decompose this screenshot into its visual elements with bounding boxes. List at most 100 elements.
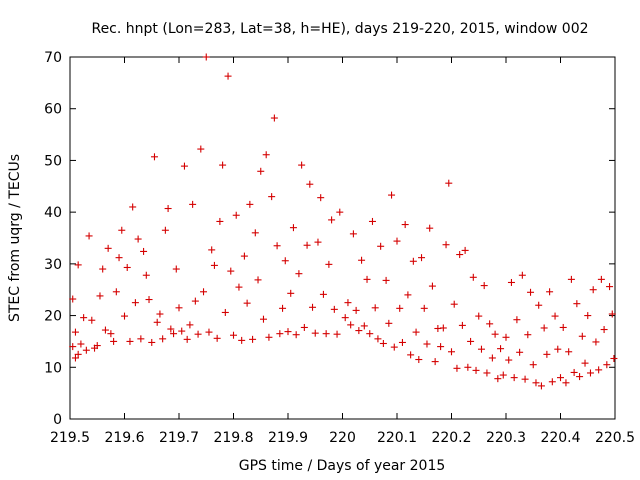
data-point: [600, 326, 608, 334]
data-point: [363, 275, 371, 283]
data-point: [360, 322, 368, 330]
data-point: [298, 161, 306, 169]
data-point: [456, 251, 464, 259]
data-point: [213, 334, 221, 342]
data-point: [589, 286, 597, 294]
data-point: [156, 310, 164, 318]
data-point: [88, 316, 96, 324]
data-point: [145, 296, 153, 304]
data-point: [584, 312, 592, 320]
data-point: [461, 246, 469, 254]
data-point: [317, 194, 325, 202]
data-point: [118, 226, 126, 234]
data-point: [172, 265, 180, 273]
data-point: [221, 308, 229, 316]
data-point: [527, 288, 535, 296]
data-point: [521, 375, 529, 383]
data-point: [230, 331, 237, 339]
data-point: [573, 300, 581, 308]
data-point: [180, 162, 188, 170]
data-point: [486, 320, 494, 328]
data-point: [510, 374, 518, 382]
data-point: [385, 319, 393, 327]
data-point: [227, 267, 235, 275]
data-point: [554, 345, 562, 353]
data-point: [371, 304, 379, 312]
data-point: [175, 304, 183, 312]
data-point: [85, 232, 93, 240]
data-point: [518, 271, 526, 279]
data-point: [251, 229, 259, 237]
data-point: [382, 276, 390, 284]
data-point: [292, 331, 300, 339]
data-point: [513, 316, 521, 324]
data-point: [164, 205, 172, 213]
data-point: [194, 330, 202, 338]
data-point: [311, 329, 319, 337]
data-point: [281, 257, 289, 265]
data-point: [262, 151, 270, 159]
y-axis-label: STEC from uqrg / TECUs: [7, 154, 23, 322]
data-point: [347, 321, 355, 329]
data-point: [96, 292, 104, 300]
data-point: [437, 343, 445, 351]
data-point: [349, 230, 357, 238]
data-point: [576, 373, 584, 381]
x-tick-label: 219.9: [268, 430, 308, 446]
data-point: [548, 378, 556, 386]
data-point: [265, 333, 273, 341]
data-point: [270, 114, 278, 122]
y-tick-label: 40: [44, 205, 62, 221]
data-point: [257, 167, 265, 175]
data-point: [123, 263, 131, 271]
data-point: [189, 200, 197, 208]
data-point: [254, 276, 262, 284]
y-tick-label: 10: [44, 360, 62, 376]
data-point: [178, 327, 186, 335]
data-point: [112, 288, 120, 296]
data-point: [477, 345, 485, 353]
data-point: [562, 379, 570, 387]
x-tick-label: 220.4: [540, 430, 580, 446]
data-point: [374, 335, 382, 343]
data-point: [393, 237, 401, 245]
data-point: [161, 226, 169, 234]
data-point: [494, 375, 502, 383]
data-point: [409, 257, 417, 265]
data-point: [464, 363, 472, 371]
data-point: [238, 336, 246, 344]
data-point: [491, 330, 499, 338]
data-point: [581, 359, 589, 367]
data-point: [71, 328, 79, 336]
data-point: [497, 345, 505, 353]
data-point: [314, 238, 322, 246]
data-point: [140, 247, 148, 255]
data-point: [567, 275, 575, 283]
data-point: [325, 260, 333, 268]
data-point: [93, 342, 101, 350]
x-tick-label: 219.8: [213, 430, 253, 446]
data-point: [404, 291, 412, 299]
data-point: [507, 278, 515, 286]
data-point: [197, 145, 205, 153]
data-point: [202, 53, 210, 61]
y-tick-labels: 0 10 20 30 40 50 60 70: [44, 50, 62, 428]
data-point: [445, 179, 453, 187]
data-point: [82, 346, 90, 354]
data-point: [186, 321, 194, 329]
data-point: [295, 270, 303, 278]
data-point: [129, 203, 137, 211]
data-point: [77, 340, 85, 348]
x-axis-label: GPS time / Days of year 2015: [239, 458, 446, 474]
data-point: [210, 261, 218, 269]
data-point: [499, 371, 507, 379]
x-tick-label: 219.5: [50, 430, 90, 446]
data-point: [276, 330, 284, 338]
data-point: [306, 180, 314, 188]
data-point: [418, 254, 426, 262]
data-point: [235, 283, 243, 291]
x-tick-label: 220: [329, 430, 356, 446]
data-point: [420, 304, 428, 312]
data-point: [543, 350, 551, 358]
